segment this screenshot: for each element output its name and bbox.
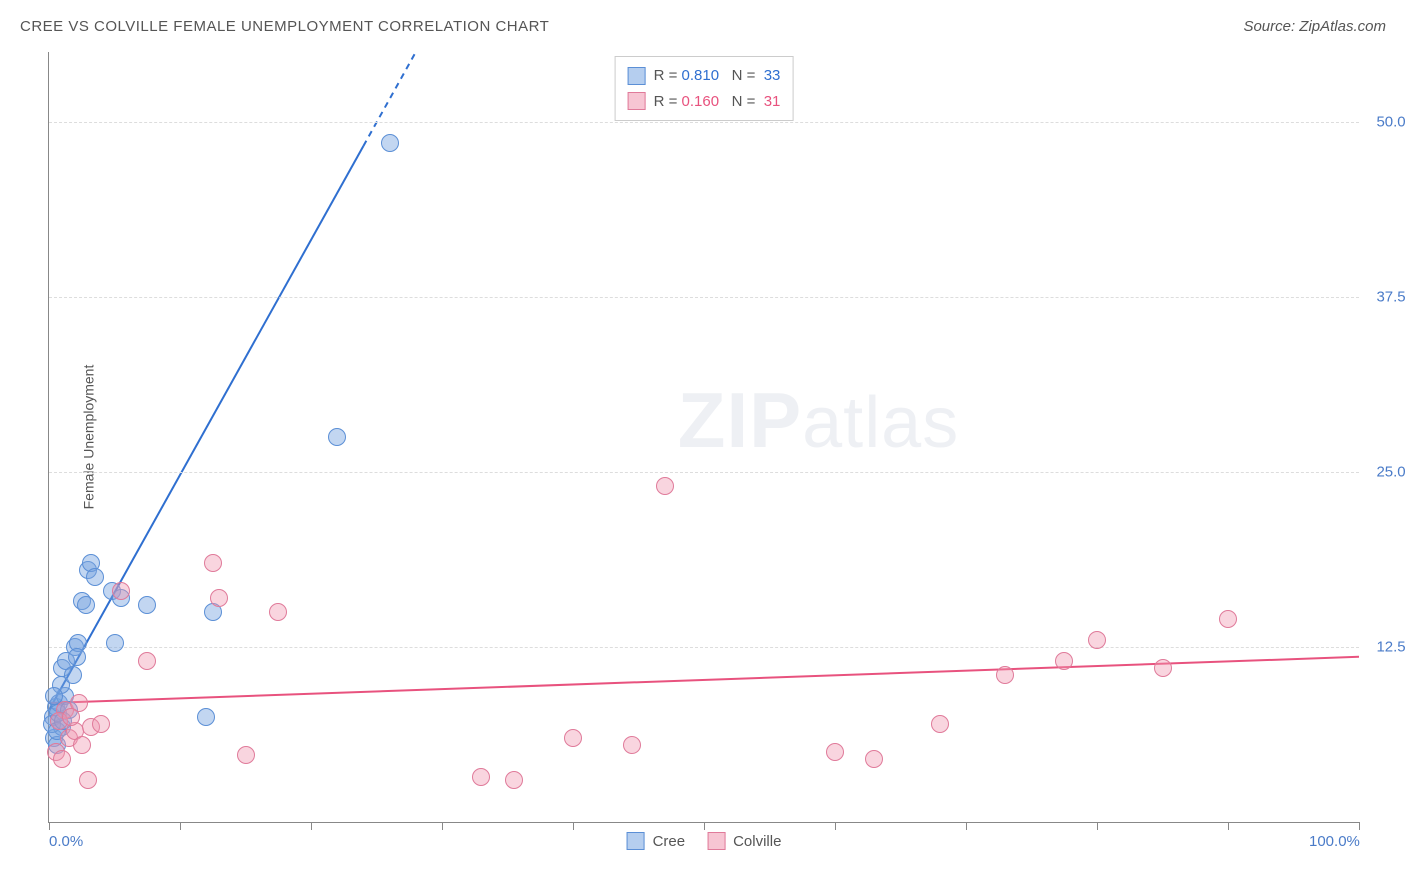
data-point [1088, 631, 1106, 649]
chart-header: CREE VS COLVILLE FEMALE UNEMPLOYMENT COR… [20, 18, 1386, 35]
legend-text: R = 0.810 N = 33 [654, 63, 781, 89]
data-point [931, 715, 949, 733]
x-tick [311, 822, 312, 830]
data-point [210, 589, 228, 607]
x-tick [442, 822, 443, 830]
legend-label: Colville [733, 833, 781, 850]
data-point [237, 746, 255, 764]
data-point [64, 666, 82, 684]
legend-label: Cree [653, 833, 686, 850]
x-tick [1097, 822, 1098, 830]
data-point [112, 582, 130, 600]
x-tick [966, 822, 967, 830]
data-point [623, 736, 641, 754]
data-point [472, 768, 490, 786]
legend-swatch [628, 92, 646, 110]
chart-source: Source: ZipAtlas.com [1243, 18, 1386, 35]
data-point [1219, 610, 1237, 628]
regression-lines [49, 52, 1359, 822]
data-point [197, 708, 215, 726]
y-tick-label: 25.0% [1376, 464, 1406, 481]
data-point [77, 596, 95, 614]
y-tick-label: 50.0% [1376, 114, 1406, 131]
x-tick [704, 822, 705, 830]
gridline [49, 472, 1359, 473]
data-point [62, 708, 80, 726]
plot-region: ZIPatlas R = 0.810 N = 33R = 0.160 N = 3… [48, 52, 1359, 823]
legend-correlation: R = 0.810 N = 33R = 0.160 N = 31 [615, 56, 794, 121]
data-point [505, 771, 523, 789]
legend-swatch [707, 832, 725, 850]
data-point [73, 736, 91, 754]
legend-item: Cree [627, 832, 686, 850]
data-point [381, 134, 399, 152]
x-tick [1359, 822, 1360, 830]
data-point [68, 648, 86, 666]
data-point [826, 743, 844, 761]
x-tick-label: 0.0% [49, 833, 83, 850]
data-point [1055, 652, 1073, 670]
legend-item: Colville [707, 832, 781, 850]
legend-swatch [627, 832, 645, 850]
data-point [79, 771, 97, 789]
watermark: ZIPatlas [678, 375, 959, 466]
data-point [204, 554, 222, 572]
chart-area: Female Unemployment ZIPatlas R = 0.810 N… [48, 52, 1358, 822]
gridline [49, 297, 1359, 298]
data-point [86, 568, 104, 586]
data-point [996, 666, 1014, 684]
legend-row: R = 0.160 N = 31 [628, 89, 781, 115]
legend-swatch [628, 67, 646, 85]
x-tick [1228, 822, 1229, 830]
legend-row: R = 0.810 N = 33 [628, 63, 781, 89]
x-tick [49, 822, 50, 830]
data-point [106, 634, 124, 652]
data-point [328, 428, 346, 446]
x-tick [180, 822, 181, 830]
gridline [49, 122, 1359, 123]
data-point [53, 750, 71, 768]
y-tick-label: 37.5% [1376, 289, 1406, 306]
gridline [49, 647, 1359, 648]
data-point [138, 596, 156, 614]
data-point [138, 652, 156, 670]
chart-title: CREE VS COLVILLE FEMALE UNEMPLOYMENT COR… [20, 18, 549, 35]
x-tick [835, 822, 836, 830]
data-point [92, 715, 110, 733]
legend-text: R = 0.160 N = 31 [654, 89, 781, 115]
data-point [564, 729, 582, 747]
x-tick [573, 822, 574, 830]
data-point [1154, 659, 1172, 677]
x-tick-label: 100.0% [1309, 833, 1360, 850]
legend-series: Cree Colville [627, 832, 782, 850]
data-point [865, 750, 883, 768]
data-point [656, 477, 674, 495]
data-point [269, 603, 287, 621]
y-tick-label: 12.5% [1376, 639, 1406, 656]
